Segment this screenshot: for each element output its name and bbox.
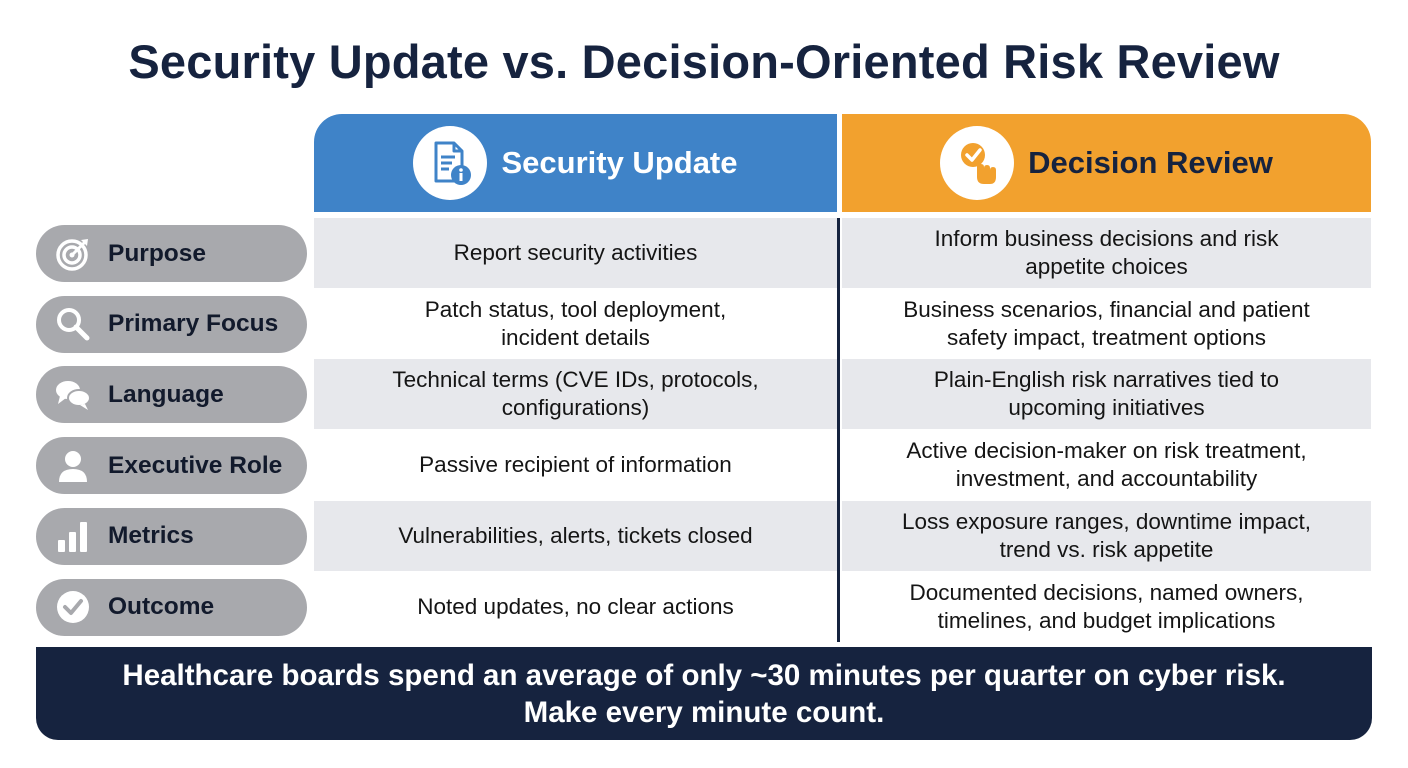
- comparison-row-purpose: Purpose Report security activities Inform …: [0, 218, 1408, 288]
- decision-cell-line: Business scenarios, financial and patien…: [903, 296, 1310, 322]
- decision-cell-line: timelines, and budget implications: [937, 607, 1276, 633]
- check-circle-icon: [54, 588, 92, 626]
- target-icon: [54, 235, 92, 273]
- row-label: Primary Focus: [108, 310, 279, 338]
- summary-banner: Healthcare boards spend an average of on…: [36, 647, 1372, 740]
- decision-cell-line: Loss exposure ranges, downtime impact,: [902, 508, 1311, 534]
- decision-cell: Active decision-maker on risk treatment,…: [842, 430, 1371, 501]
- page-title: Security Update vs. Decision-Oriented Ri…: [128, 35, 1280, 88]
- security-cell-line: configurations): [501, 395, 650, 421]
- decision-cell: Loss exposure ranges, downtime impact, tr…: [842, 500, 1371, 571]
- decision-review-header: Decision Review: [842, 114, 1371, 212]
- row-label-pill: Purpose: [36, 225, 307, 282]
- decision-cell-line: Inform business decisions and risk: [934, 226, 1279, 251]
- comparison-row-outcome: Outcome Noted updates, no clear actions Do…: [0, 571, 1408, 642]
- person-icon: [54, 447, 92, 485]
- decision-cell-line: Plain-English risk narratives tied to: [933, 367, 1280, 393]
- decision-cell: Business scenarios, financial and patien…: [842, 288, 1371, 359]
- security-cell-line: Patch status, tool deployment,: [424, 296, 727, 322]
- security-cell-text: Passive recipient of information: [419, 452, 732, 478]
- decision-review-label: Decision Review: [1028, 145, 1273, 180]
- row-label: Purpose: [108, 239, 207, 267]
- row-label: Language: [108, 380, 224, 408]
- comparison-row-executive-role: Executive Role Passive recipient of infor…: [0, 430, 1408, 501]
- row-label-pill: Language: [36, 366, 307, 424]
- security-cell-line: incident details: [501, 324, 650, 350]
- decision-cell-line: appetite choices: [1025, 254, 1188, 279]
- decision-cell: Documented decisions, named owners, timel…: [842, 571, 1371, 642]
- comparison-row-primary-focus: Primary Focus Patch status, tool deployme…: [0, 288, 1408, 359]
- banner-line-1: Healthcare boards spend an average of on…: [122, 658, 1286, 692]
- decision-cell-line: safety impact, treatment options: [947, 324, 1266, 350]
- security-cell: Noted updates, no clear actions: [314, 571, 837, 642]
- decision-cell-line: investment, and accountability: [955, 466, 1258, 492]
- decision-cell-line: Documented decisions, named owners,: [909, 579, 1304, 605]
- search-icon: [54, 305, 92, 343]
- row-label: Metrics: [108, 522, 194, 550]
- security-cell: Vulnerabilities, alerts, tickets closed: [314, 500, 837, 571]
- row-label-pill: Outcome: [36, 578, 307, 636]
- security-cell: Technical terms (CVE IDs, protocols, conf…: [314, 359, 837, 430]
- security-update-label: Security Update: [501, 145, 738, 180]
- security-cell: Passive recipient of information: [314, 430, 837, 501]
- speech-bubbles-icon: [54, 376, 92, 414]
- security-cell: Report security activities: [314, 218, 837, 288]
- banner-line-2: Make every minute count.: [523, 695, 885, 729]
- row-label: Executive Role: [108, 451, 283, 479]
- security-cell-text: Noted updates, no clear actions: [417, 593, 734, 619]
- document-info-icon: [413, 126, 488, 200]
- column-divider: [837, 218, 840, 642]
- security-cell: Patch status, tool deployment, incident d…: [314, 288, 837, 359]
- row-label-pill: Executive Role: [36, 437, 307, 495]
- security-cell-text: Report security activities: [453, 240, 698, 265]
- decision-cell-line: trend vs. risk appetite: [999, 536, 1214, 562]
- decision-cell: Plain-English risk narratives tied to upc…: [842, 359, 1371, 430]
- comparison-row-language: Language Technical terms (CVE IDs, protoc…: [0, 359, 1408, 430]
- decision-cell: Inform business decisions and risk appeti…: [842, 218, 1371, 288]
- security-update-header: Security Update: [314, 114, 837, 212]
- row-label-pill: Metrics: [36, 507, 307, 565]
- row-label-pill: Primary Focus: [36, 295, 307, 353]
- hand-checkmark-icon: [940, 126, 1015, 200]
- security-cell-text: Vulnerabilities, alerts, tickets closed: [398, 522, 753, 548]
- decision-cell-line: Active decision-maker on risk treatment,: [906, 438, 1307, 464]
- row-label: Outcome: [108, 593, 215, 620]
- bar-chart-icon: [54, 517, 92, 555]
- comparison-row-metrics: Metrics Vulnerabilities, alerts, tickets …: [0, 500, 1408, 571]
- security-cell-line: Technical terms (CVE IDs, protocols,: [392, 367, 759, 393]
- decision-cell-line: upcoming initiatives: [1008, 395, 1205, 421]
